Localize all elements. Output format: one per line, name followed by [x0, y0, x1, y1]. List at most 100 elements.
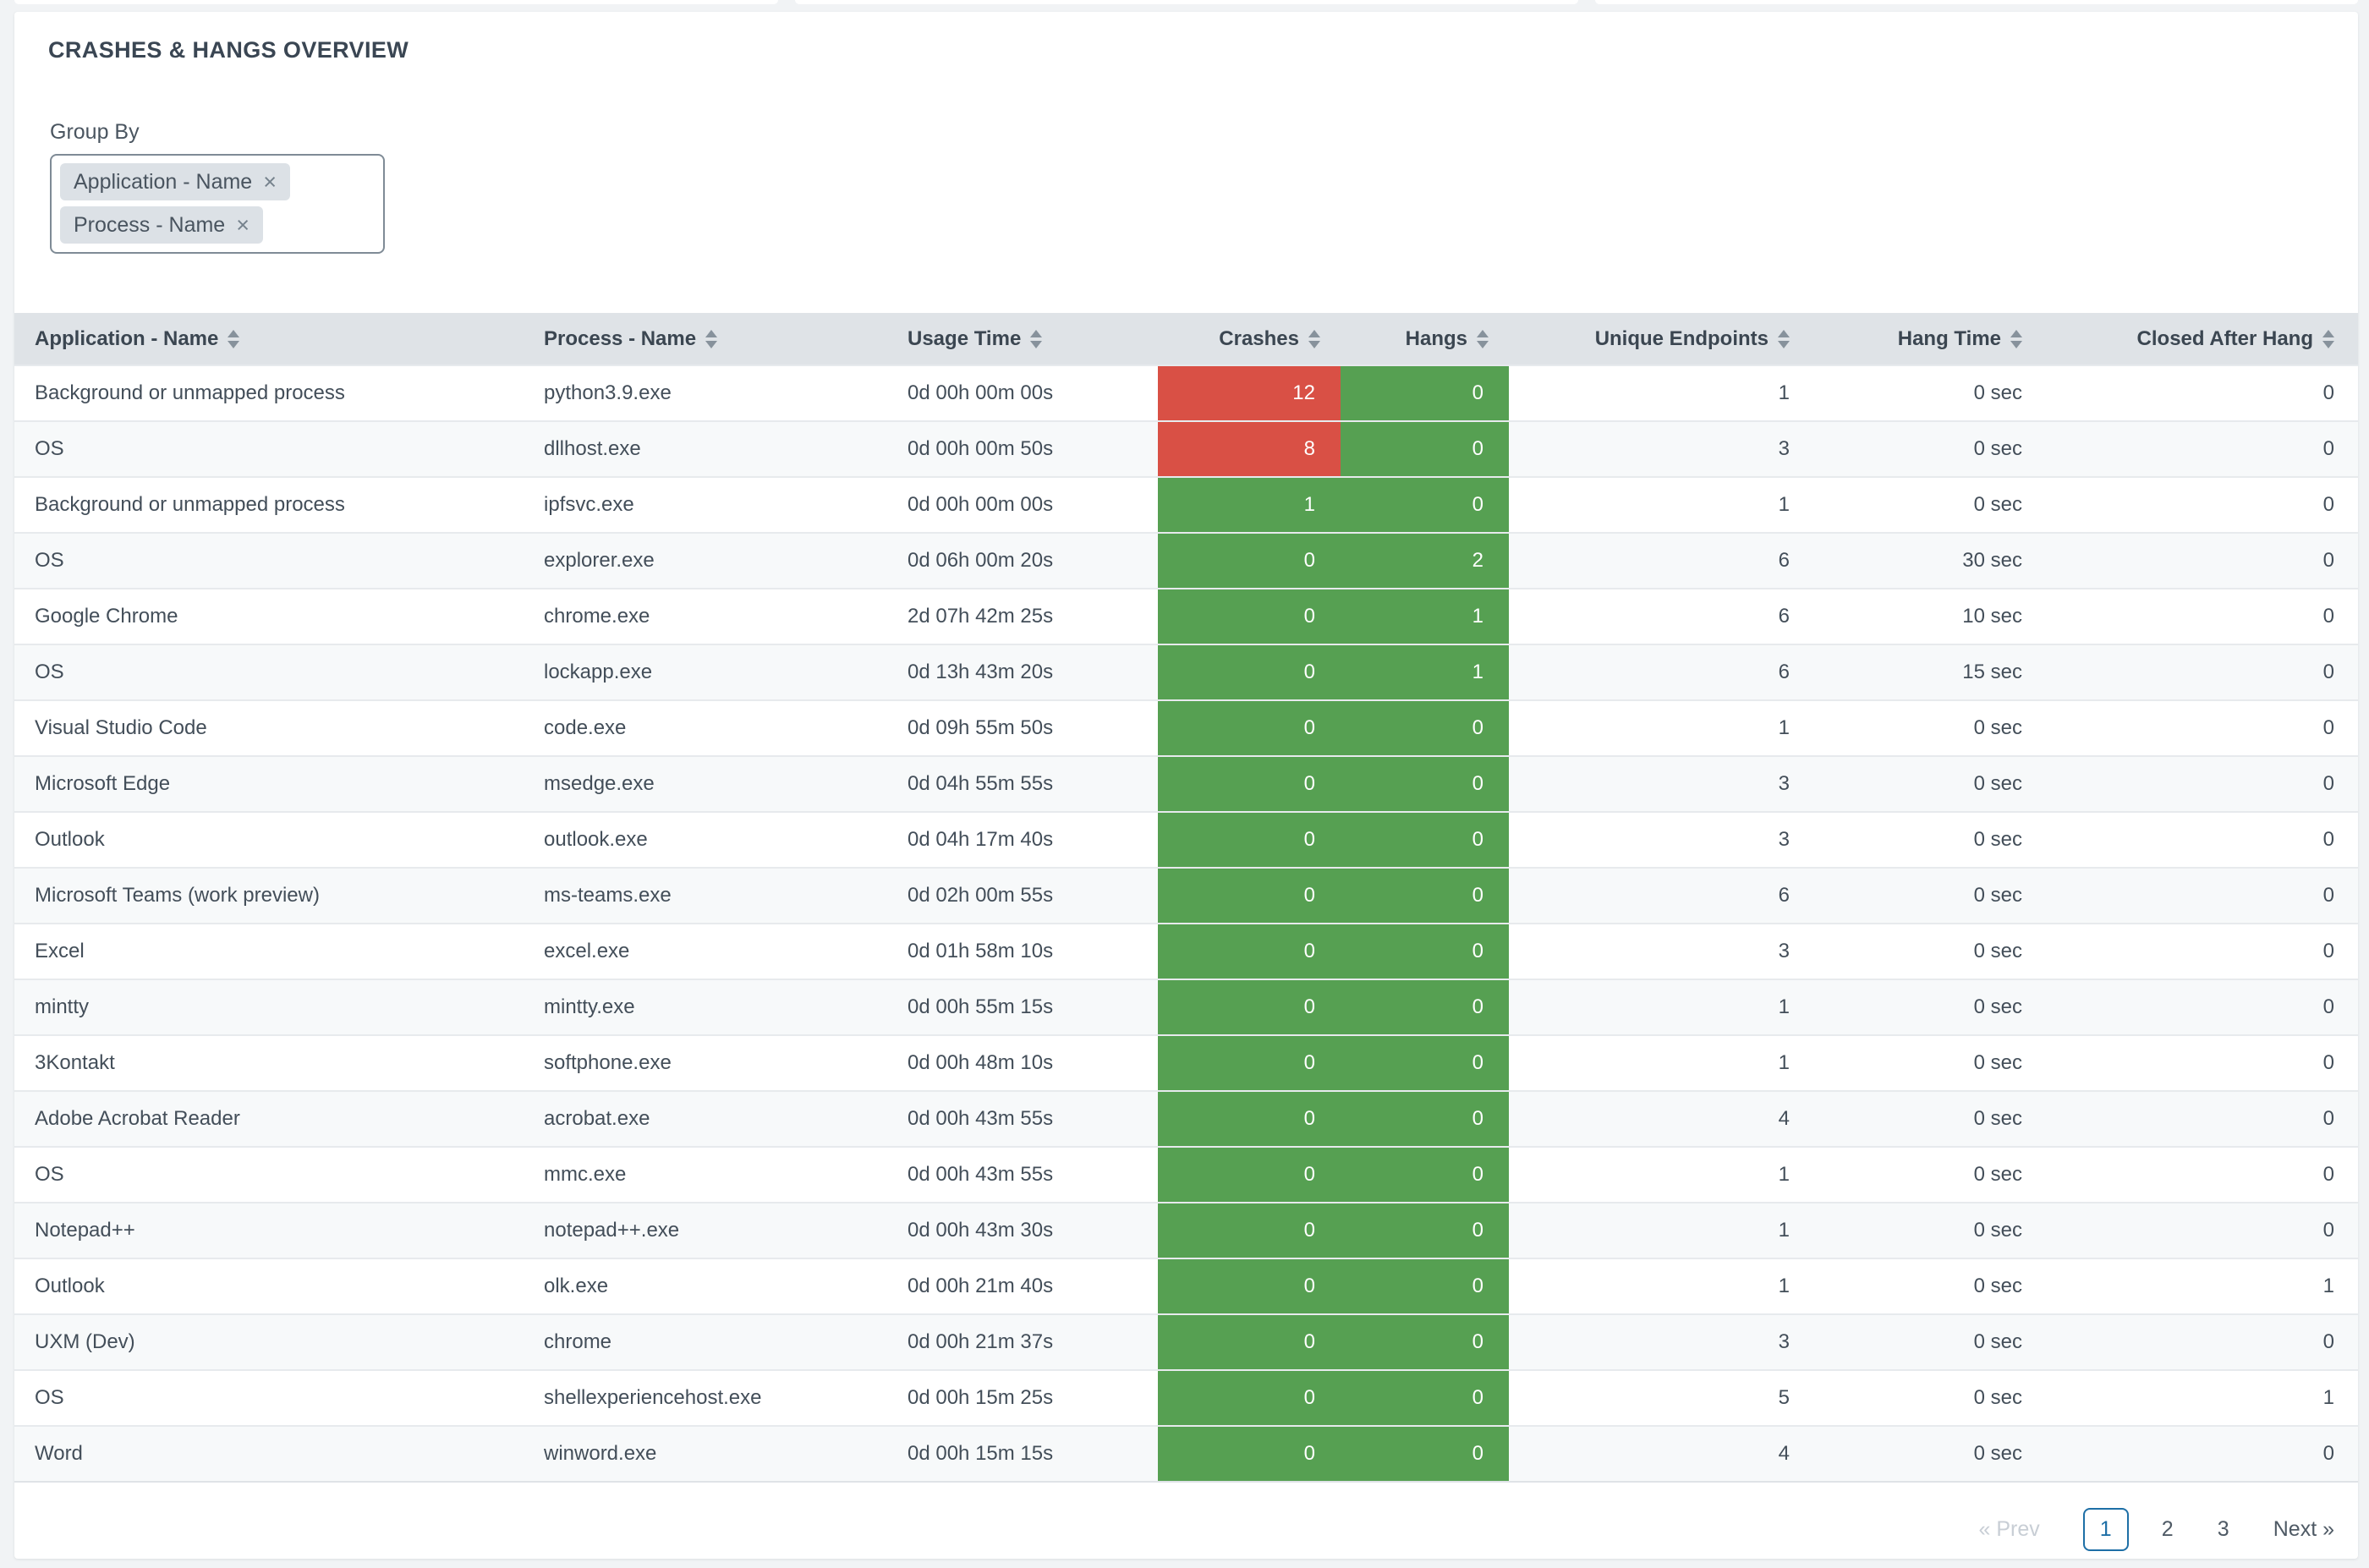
sort-icon	[1308, 329, 1320, 348]
cell-hang-time: 0 sec	[1813, 476, 2046, 533]
pagination-next-button[interactable]: Next »	[2273, 1516, 2334, 1541]
cell-hangs: 0	[1341, 1425, 1509, 1483]
cell-usage-time: 2d 07h 42m 25s	[887, 588, 1158, 644]
cell-closed-after-hang: 0	[2046, 811, 2358, 868]
table-row: Excel excel.exe 0d 01h 58m 10s 0 0 3 0 sec 0	[14, 923, 2358, 979]
cell-hangs: 0	[1341, 476, 1509, 533]
cell-unique-endpoints: 1	[1509, 1146, 1813, 1203]
table-header-row: Application - Name Process - Name Usage Ti…	[14, 313, 2358, 365]
cell-crashes: 8	[1158, 420, 1341, 477]
cell-hang-time: 0 sec	[1813, 1425, 2046, 1483]
column-header-crashes[interactable]: Crashes	[1158, 313, 1341, 365]
cell-unique-endpoints: 1	[1509, 979, 1813, 1035]
cell-application-name: Background or unmapped process	[14, 476, 524, 533]
cell-crashes: 0	[1158, 1146, 1341, 1203]
cell-hang-time: 0 sec	[1813, 699, 2046, 756]
cell-hangs: 0	[1341, 867, 1509, 924]
pagination-page-1[interactable]: 1	[2082, 1507, 2129, 1551]
group-by-multiselect[interactable]: Application - Name × Process - Name ×	[50, 154, 385, 254]
column-header-label: Crashes	[1219, 326, 1299, 350]
sort-icon	[2322, 329, 2334, 348]
column-header-hangs[interactable]: Hangs	[1341, 313, 1509, 365]
column-header-label: Hangs	[1405, 326, 1467, 350]
cell-usage-time: 0d 00h 15m 25s	[887, 1369, 1158, 1426]
cell-unique-endpoints: 4	[1509, 1090, 1813, 1147]
group-by-tag-label: Process - Name	[74, 213, 226, 237]
cell-unique-endpoints: 1	[1509, 1202, 1813, 1258]
cell-hang-time: 15 sec	[1813, 644, 2046, 700]
cell-closed-after-hang: 0	[2046, 588, 2358, 644]
cell-application-name: OS	[14, 532, 524, 589]
remove-tag-icon[interactable]: ×	[236, 211, 250, 238]
column-header-application-name[interactable]: Application - Name	[14, 313, 524, 365]
cell-usage-time: 0d 13h 43m 20s	[887, 644, 1158, 700]
cell-hang-time: 10 sec	[1813, 588, 2046, 644]
cell-process-name: chrome.exe	[524, 588, 887, 644]
card-bottom-edge	[795, 0, 1578, 4]
group-by-tag: Application - Name ×	[60, 163, 290, 200]
sort-icon	[1778, 329, 1790, 348]
cell-crashes: 0	[1158, 1313, 1341, 1370]
table-row: Google Chrome chrome.exe 2d 07h 42m 25s 0 1 6…	[14, 588, 2358, 644]
table-row: Outlook olk.exe 0d 00h 21m 40s 0 0 1 0 sec 1	[14, 1258, 2358, 1314]
cell-unique-endpoints: 1	[1509, 1034, 1813, 1091]
cell-hang-time: 0 sec	[1813, 1369, 2046, 1426]
table-row: Visual Studio Code code.exe 0d 09h 55m 50s…	[14, 699, 2358, 756]
cell-application-name: Outlook	[14, 811, 524, 868]
cell-crashes: 0	[1158, 1202, 1341, 1258]
table-row: OS lockapp.exe 0d 13h 43m 20s 0 1 6 15 sec 0	[14, 644, 2358, 700]
cell-hang-time: 0 sec	[1813, 1090, 2046, 1147]
cell-hangs: 0	[1341, 1313, 1509, 1370]
cell-usage-time: 0d 00h 21m 37s	[887, 1313, 1158, 1370]
column-header-hang-time[interactable]: Hang Time	[1813, 313, 2046, 365]
cell-crashes: 0	[1158, 755, 1341, 812]
cell-process-name: mintty.exe	[524, 979, 887, 1035]
cell-application-name: OS	[14, 420, 524, 477]
cell-application-name: Google Chrome	[14, 588, 524, 644]
cell-hangs: 0	[1341, 1090, 1509, 1147]
column-header-usage-time[interactable]: Usage Time	[887, 313, 1158, 365]
column-header-closed-after-hang[interactable]: Closed After Hang	[2046, 313, 2358, 365]
cell-application-name: Word	[14, 1425, 524, 1483]
cell-closed-after-hang: 0	[2046, 755, 2358, 812]
cell-unique-endpoints: 6	[1509, 867, 1813, 924]
pagination: « Prev 1 2 3 Next »	[1978, 1507, 2334, 1551]
cell-unique-endpoints: 4	[1509, 1425, 1813, 1483]
cell-closed-after-hang: 0	[2046, 1090, 2358, 1147]
cell-usage-time: 0d 00h 43m 55s	[887, 1146, 1158, 1203]
cell-closed-after-hang: 0	[2046, 532, 2358, 589]
crashes-hangs-table: Application - Name Process - Name Usage Ti…	[14, 313, 2358, 1483]
cell-application-name: OS	[14, 644, 524, 700]
cell-hangs: 2	[1341, 532, 1509, 589]
cell-hangs: 0	[1341, 420, 1509, 477]
cell-process-name: mmc.exe	[524, 1146, 887, 1203]
cell-hang-time: 0 sec	[1813, 1202, 2046, 1258]
cell-closed-after-hang: 0	[2046, 1425, 2358, 1483]
cell-closed-after-hang: 0	[2046, 979, 2358, 1035]
cell-application-name: Adobe Acrobat Reader	[14, 1090, 524, 1147]
cell-application-name: Background or unmapped process	[14, 365, 524, 421]
column-header-label: Process - Name	[544, 326, 697, 350]
cell-process-name: code.exe	[524, 699, 887, 756]
cell-unique-endpoints: 3	[1509, 420, 1813, 477]
cell-crashes: 0	[1158, 923, 1341, 979]
remove-tag-icon[interactable]: ×	[263, 168, 277, 195]
pagination-page-2[interactable]: 2	[2161, 1516, 2174, 1541]
cell-unique-endpoints: 1	[1509, 476, 1813, 533]
cell-application-name: Notepad++	[14, 1202, 524, 1258]
cell-application-name: Microsoft Teams (work preview)	[14, 867, 524, 924]
cell-hang-time: 0 sec	[1813, 755, 2046, 812]
column-header-unique-endpoints[interactable]: Unique Endpoints	[1509, 313, 1813, 365]
table-row: OS explorer.exe 0d 06h 00m 20s 0 2 6 30 sec 0	[14, 532, 2358, 589]
table-row: OS shellexperiencehost.exe 0d 00h 15m 25s 0…	[14, 1369, 2358, 1426]
pagination-page-3[interactable]: 3	[2217, 1516, 2229, 1541]
cell-hangs: 1	[1341, 644, 1509, 700]
cell-hangs: 0	[1341, 365, 1509, 421]
table-row: Background or unmapped process python3.9.…	[14, 365, 2358, 421]
cell-process-name: chrome	[524, 1313, 887, 1370]
pagination-prev-button[interactable]: « Prev	[1978, 1516, 2040, 1541]
group-by-tag-label: Application - Name	[74, 170, 253, 194]
column-header-process-name[interactable]: Process - Name	[524, 313, 887, 365]
group-by-tag: Process - Name ×	[60, 206, 263, 244]
